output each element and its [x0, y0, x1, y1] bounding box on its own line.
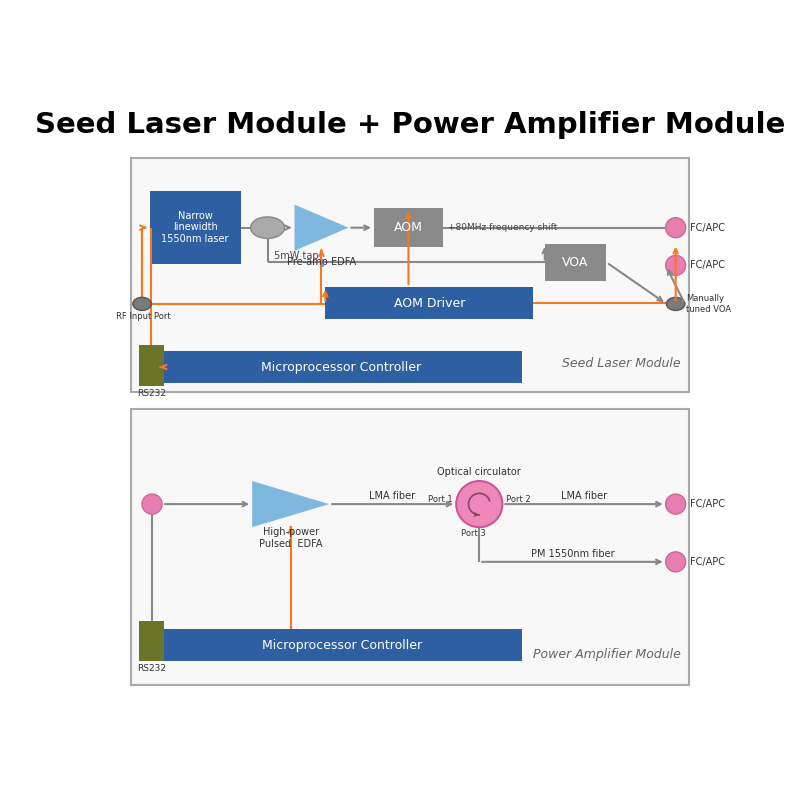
Bar: [374, 209, 443, 247]
Text: Port 1: Port 1: [428, 495, 452, 504]
Ellipse shape: [133, 298, 151, 310]
Circle shape: [456, 481, 502, 527]
Text: +80MHz frequency shift: +80MHz frequency shift: [448, 223, 557, 232]
Bar: [131, 410, 689, 685]
Text: FC/APC: FC/APC: [690, 261, 725, 270]
Text: Port 3: Port 3: [461, 529, 486, 538]
Text: RF Input Port: RF Input Port: [116, 312, 171, 321]
Bar: [160, 351, 522, 383]
Text: 5mW tap: 5mW tap: [274, 251, 318, 261]
Text: AOM: AOM: [394, 221, 423, 234]
Circle shape: [666, 552, 686, 572]
Text: RS232: RS232: [137, 664, 166, 674]
Text: Manually
tuned VOA: Manually tuned VOA: [686, 294, 731, 314]
Circle shape: [666, 218, 686, 238]
Polygon shape: [294, 205, 349, 250]
Text: Optical circulator: Optical circulator: [438, 466, 521, 477]
Bar: [150, 190, 241, 264]
Text: LMA fiber: LMA fiber: [561, 491, 607, 502]
Text: VOA: VOA: [562, 256, 589, 269]
Text: Narrow
linewidth
1550nm laser: Narrow linewidth 1550nm laser: [162, 210, 229, 244]
Circle shape: [142, 494, 162, 514]
Text: High-power
Pulsed  EDFA: High-power Pulsed EDFA: [259, 527, 322, 549]
Circle shape: [666, 255, 686, 275]
Bar: [326, 287, 534, 319]
Ellipse shape: [666, 298, 685, 310]
Text: PM 1550nm fiber: PM 1550nm fiber: [530, 549, 614, 559]
Text: Seed Laser Module + Power Amplifier Module: Seed Laser Module + Power Amplifier Modu…: [35, 111, 785, 139]
Bar: [139, 621, 164, 661]
Bar: [545, 244, 606, 281]
Polygon shape: [252, 481, 329, 527]
Text: LMA fiber: LMA fiber: [370, 491, 415, 502]
Text: Power Amplifier Module: Power Amplifier Module: [533, 648, 681, 661]
Text: Seed Laser Module: Seed Laser Module: [562, 357, 681, 370]
Text: FC/APC: FC/APC: [690, 222, 725, 233]
Text: RS232: RS232: [137, 389, 166, 398]
Text: FC/APC: FC/APC: [690, 557, 725, 567]
Bar: [131, 158, 689, 393]
Text: Pre-amp EDFA: Pre-amp EDFA: [287, 257, 356, 266]
Text: Microprocessor Controller: Microprocessor Controller: [261, 361, 421, 374]
Bar: [139, 346, 164, 386]
Bar: [163, 629, 522, 661]
Text: Microprocessor Controller: Microprocessor Controller: [262, 638, 422, 651]
Text: FC/APC: FC/APC: [690, 499, 725, 509]
Text: AOM Driver: AOM Driver: [394, 297, 465, 310]
Ellipse shape: [250, 217, 285, 238]
Text: Port 2: Port 2: [506, 495, 531, 504]
Circle shape: [666, 494, 686, 514]
